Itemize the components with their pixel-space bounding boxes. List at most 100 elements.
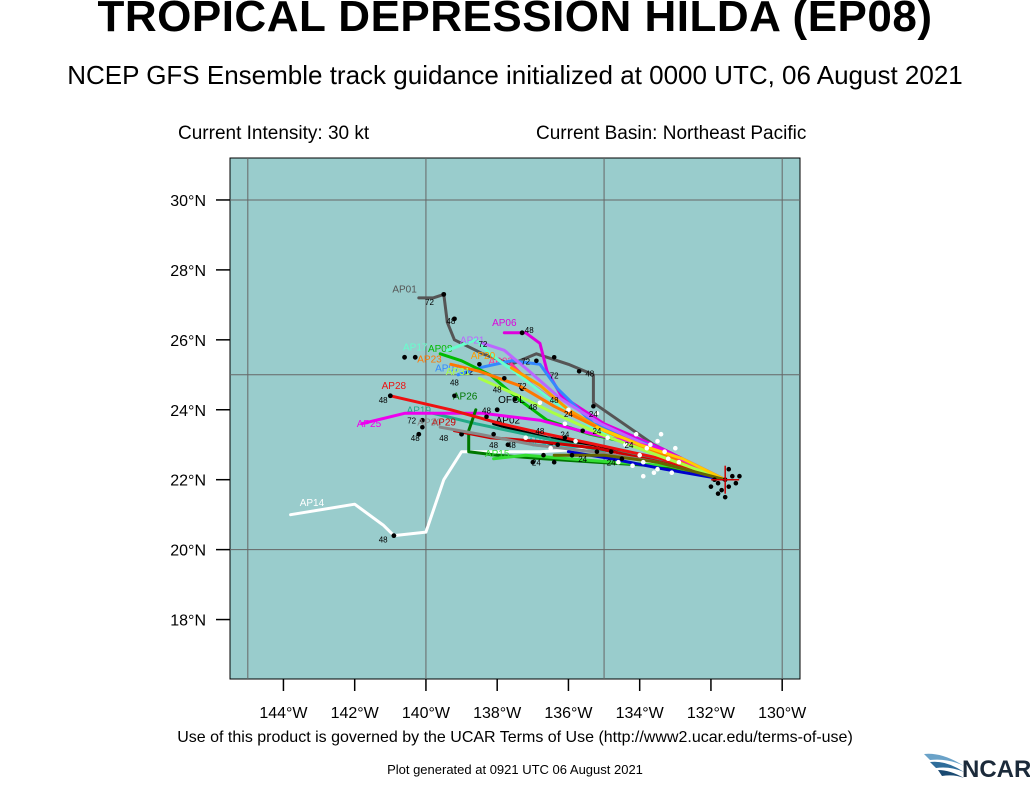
forecast-hour-label: 48 (489, 441, 498, 450)
forecast-hour-label: 72 (478, 340, 487, 349)
lat-tick-label: 26°N (170, 333, 206, 350)
track-label-ap07: AP07 (435, 363, 460, 374)
ensemble-position-dot (591, 403, 596, 409)
track-position-dot (452, 316, 457, 322)
track-position-dot (459, 431, 464, 437)
ensemble-position-dot (551, 355, 557, 360)
lon-tick-label: 134°W (616, 705, 665, 722)
ensemble-position-dot (530, 459, 536, 465)
forecast-hour-label: 72 (521, 357, 530, 366)
ensemble-position-dot (737, 473, 742, 479)
track-label-ap15: AP15 (485, 449, 510, 460)
forecast-hour-label: 48 (379, 536, 388, 545)
forecast-hour-label: 24 (532, 459, 541, 468)
ensemble-position-dot (512, 396, 518, 402)
forecast-hour-label: 48 (446, 317, 455, 326)
forecast-hour-label: 72 (550, 371, 559, 380)
track-label-ap23: AP23 (417, 355, 442, 366)
track-label-ap06: AP06 (492, 318, 517, 329)
lon-tick-label: 140°W (402, 705, 451, 722)
ensemble-position-dot (715, 480, 721, 486)
track-position-dot (494, 407, 500, 413)
forecast-hour-label: 72 (425, 298, 434, 307)
current-intensity: Current Intensity: 30 kt (178, 123, 370, 144)
track-label-ap31: AP31 (446, 367, 471, 378)
forecast-hour-label: 72 (407, 417, 416, 426)
ensemble-mean-dot (658, 431, 664, 437)
ensemble-mean-dot (573, 438, 578, 444)
ensemble-mean-dot (640, 459, 646, 465)
ensemble-position-dot (708, 484, 714, 489)
forecast-hour-label: 48 (411, 434, 420, 443)
lon-tick-label: 142°W (331, 705, 380, 722)
axes: 144°W 142°W 140°W 138°W 136°W 134°W 132°W 130°W… (170, 193, 807, 722)
page-title: TROPICAL DEPRESSION HILDA (EP08) (97, 0, 933, 41)
lat-tick-label: 22°N (170, 473, 206, 490)
ensemble-position-dot (562, 435, 568, 441)
track-position-dot (412, 354, 418, 360)
forecast-hour-label: 24 (589, 410, 598, 419)
track-label-ap17: AP17 (403, 342, 428, 353)
track-label-ap20: AP20 (471, 351, 496, 362)
track-position-dot (387, 393, 393, 399)
ensemble-position-dot (730, 473, 735, 479)
ensemble-mean-dot (548, 445, 553, 451)
ensemble-position-dot (726, 484, 732, 489)
ensemble-position-dot (534, 358, 539, 364)
lat-tick-label: 24°N (170, 403, 206, 420)
lon-tick-label: 130°W (758, 705, 807, 722)
ensemble-mean-dot (523, 435, 528, 441)
track-label-ap14: AP14 (300, 498, 325, 509)
track-position-dot (402, 354, 407, 360)
track-position-dot (419, 417, 425, 423)
ensemble-position-dot (541, 452, 546, 458)
track-position-dot (391, 533, 397, 539)
track-position-dot (519, 330, 525, 336)
track-label-ap30: AP30 (417, 417, 442, 428)
ensemble-position-dot (608, 449, 614, 455)
lon-tick-label: 138°W (473, 705, 522, 722)
forecast-hour-label: 24 (564, 410, 573, 419)
track-label-ap21: AP21 (460, 335, 485, 346)
ensemble-position-dot (505, 442, 511, 448)
logo-text: NCAR (962, 756, 1030, 780)
lat-tick-label: 20°N (170, 543, 206, 560)
ensemble-mean-dot (640, 473, 646, 479)
ensemble-position-dot (580, 428, 585, 434)
ensemble-mean-dot (537, 400, 543, 406)
graticule (230, 158, 800, 679)
ensemble-mean-dot (676, 459, 682, 465)
forecast-hour-label: 48 (525, 326, 534, 335)
lat-tick-label: 18°N (170, 613, 206, 630)
track-label-ap28: AP28 (382, 381, 407, 392)
ensemble-position-dot (576, 368, 582, 374)
track-label-ap02: AP02 (496, 416, 521, 427)
forecast-hour-label: 48 (450, 378, 459, 387)
lon-tick-label: 132°W (687, 705, 736, 722)
ensemble-position-dot (491, 431, 496, 437)
ensemble-position-dot (619, 456, 625, 462)
lat-tick-label: 28°N (170, 263, 206, 280)
lon-tick-label: 136°W (544, 705, 593, 722)
ensemble-mean-dot (637, 452, 642, 458)
forecast-hour-label: 24 (592, 427, 601, 436)
ensemble-position-dot (555, 442, 561, 448)
ensemble-position-dot (452, 393, 457, 399)
ensemble-mean-dot (665, 456, 671, 462)
ensemble-position-dot (594, 449, 600, 455)
ensemble-position-dot (502, 375, 507, 381)
ensemble-mean-dot (562, 421, 568, 427)
ensemble-mean-dot (630, 463, 635, 469)
ensemble-mean-dot (594, 410, 600, 416)
ensemble-position-dot (722, 494, 728, 500)
forecast-hour-label: 72 (518, 382, 527, 391)
forecast-hour-marks: 72 48 72 48 72 48 48 48 24 24 24 24 24 24 72 48 24 48 (420, 340, 742, 500)
ensemble-mean-dot (605, 435, 610, 441)
consensus-label: OFCL (498, 395, 525, 406)
lat-tick-label: 30°N (170, 193, 206, 210)
forecast-hour-label: 24 (560, 431, 569, 440)
plot-generated: Plot generated at 0921 UTC 06 August 202… (387, 762, 643, 777)
forecast-hour-label: 48 (535, 427, 544, 436)
ensemble-position-dot (715, 491, 721, 496)
